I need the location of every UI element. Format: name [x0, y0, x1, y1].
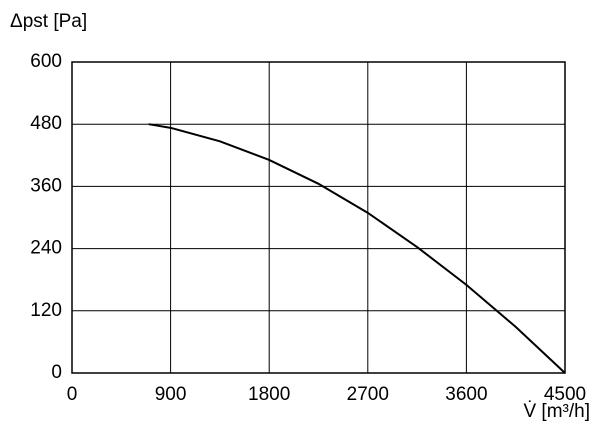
plot-frame [71, 61, 566, 374]
x-tick-label: 2700 [347, 384, 389, 405]
y-tick-label: 120 [30, 300, 62, 321]
y-tick-label: 600 [30, 51, 62, 72]
y-tick-label: 360 [30, 175, 62, 196]
y-tick-label: 240 [30, 238, 62, 259]
line [148, 123, 566, 374]
x-tick-label: 0 [67, 384, 78, 405]
x-axis-label: V̇ [m³/h] [523, 401, 590, 422]
y-axis-label: Δpst [Pa] [10, 11, 87, 32]
y-tick-label: 0 [51, 362, 62, 383]
x-tick-label: 3600 [445, 384, 487, 405]
x-tick-label: 4500 [544, 384, 586, 405]
y-tick-label: 480 [30, 113, 62, 134]
x-tick-label: 1800 [248, 384, 290, 405]
x-tick-label: 900 [155, 384, 187, 405]
